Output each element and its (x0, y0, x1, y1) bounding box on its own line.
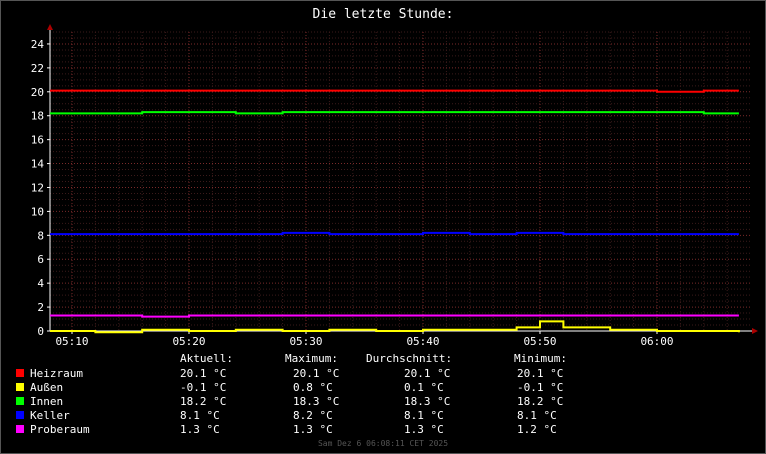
stats-header: Aktuell: (180, 352, 233, 365)
stats-table: Aktuell: Maximum: Durchschnitt: Minimum: Hei… (16, 352, 567, 436)
y-tick-label: 24 (31, 38, 45, 51)
x-tick-labels: 05:10 05:20 05:30 05:40 05:50 06:00 (55, 331, 674, 348)
y-tick-label: 6 (37, 253, 44, 266)
stats-value: 8.1 °C (404, 409, 444, 422)
y-tick-label: 2 (37, 301, 44, 314)
y-axis-arrow (47, 24, 53, 30)
stats-value: 20.1 °C (517, 367, 563, 380)
legend-swatch (16, 383, 24, 391)
y-tick-label: 22 (31, 62, 44, 75)
stats-value: -0.1 °C (517, 381, 563, 394)
legend-swatch (16, 397, 24, 405)
legend-swatch (16, 411, 24, 419)
stats-value: 1.3 °C (180, 423, 220, 436)
x-tick-label: 06:00 (640, 335, 673, 348)
y-tick-label: 16 (31, 134, 44, 147)
grid-lines (50, 31, 750, 332)
legend-label: Heizraum (30, 367, 83, 380)
y-tick-label: 14 (31, 158, 45, 171)
stats-value: 18.3 °C (404, 395, 450, 408)
stats-value: 20.1 °C (180, 367, 226, 380)
x-axis-arrow (752, 328, 758, 334)
stats-value: 8.1 °C (517, 409, 557, 422)
stats-header: Maximum: (285, 352, 338, 365)
y-tick-label: 20 (31, 86, 44, 99)
series-line-heizraum (50, 89, 739, 93)
stats-value: 18.2 °C (517, 395, 563, 408)
chart-title: Die letzte Stunde: (313, 7, 454, 22)
legend-swatch (16, 425, 24, 433)
series-line-außen (50, 320, 740, 334)
stats-header: Minimum: (514, 352, 567, 365)
series-lines (50, 89, 740, 334)
stats-value: 8.2 °C (293, 409, 333, 422)
x-tick-label: 05:50 (523, 335, 556, 348)
series-line-proberaum (50, 314, 739, 318)
y-tick-label: 12 (31, 181, 44, 194)
stats-value: 18.2 °C (180, 395, 226, 408)
series-line-keller (50, 231, 739, 236)
y-tick-label: 4 (37, 277, 44, 290)
x-tick-label: 05:30 (289, 335, 322, 348)
stats-value: 18.3 °C (293, 395, 339, 408)
legend-label: Keller (30, 409, 70, 422)
x-tick-label: 05:40 (406, 335, 439, 348)
stats-value: 0.8 °C (293, 381, 333, 394)
legend-label: Innen (30, 395, 63, 408)
timestamp-footer: Sam Dez 6 06:08:11 CET 2025 (318, 439, 448, 448)
stats-header: Durchschnitt: (366, 352, 452, 365)
y-tick-label: 0 (37, 325, 44, 338)
stats-value: 1.3 °C (293, 423, 333, 436)
legend-label: Proberaum (30, 423, 90, 436)
stats-value: 1.3 °C (404, 423, 444, 436)
series-line-innen (50, 111, 739, 115)
legend-swatch (16, 369, 24, 377)
x-tick-label: 05:10 (55, 335, 88, 348)
stats-value: 0.1 °C (404, 381, 444, 394)
y-tick-label: 8 (37, 229, 44, 242)
y-tick-label: 10 (31, 205, 44, 218)
stats-value: 1.2 °C (517, 423, 557, 436)
x-tick-label: 05:20 (172, 335, 205, 348)
y-tick-label: 18 (31, 110, 44, 123)
stats-value: 8.1 °C (180, 409, 220, 422)
stats-value: 20.1 °C (293, 367, 339, 380)
legend-label: Außen (30, 381, 63, 394)
stats-value: 20.1 °C (404, 367, 450, 380)
stats-value: -0.1 °C (180, 381, 226, 394)
